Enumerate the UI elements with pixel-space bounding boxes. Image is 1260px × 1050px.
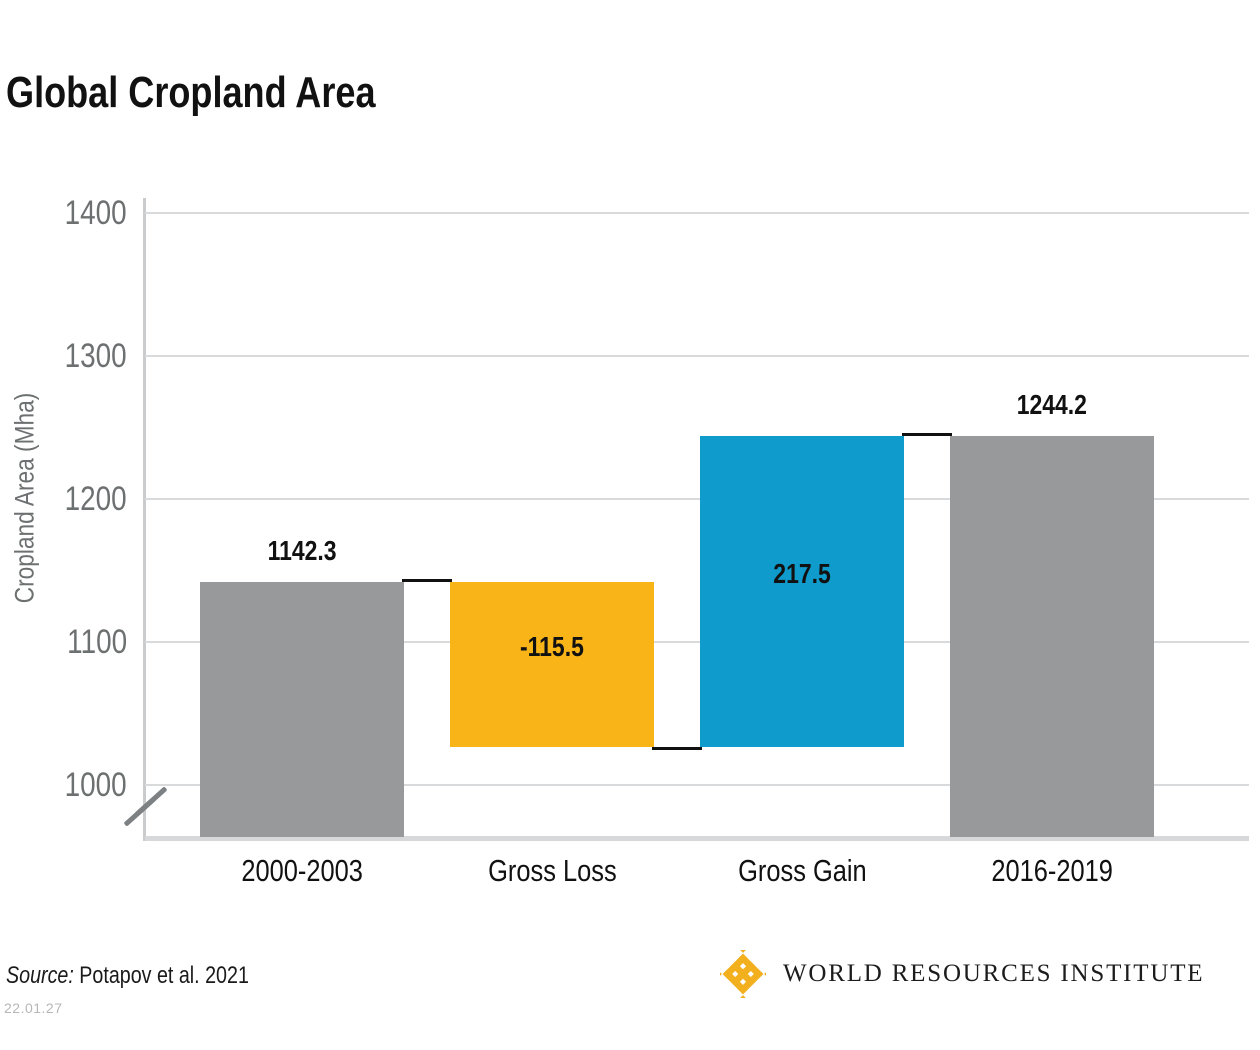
chart-title: Global Cropland Area xyxy=(6,68,457,118)
chart-title-text: Global Cropland Area xyxy=(6,68,376,117)
source-text: Potapov et al. 2021 xyxy=(79,962,249,989)
gridline-1100 xyxy=(145,641,1249,643)
source-line: Source: Potapov et al. 2021 xyxy=(6,962,302,990)
y-tick-label-1000: 1000 xyxy=(0,766,127,804)
value-label-2000-2003-text: 1142.3 xyxy=(267,534,337,566)
value-label-gross-gain-text: 217.5 xyxy=(773,558,831,590)
y-tick-label-1400: 1400 xyxy=(0,194,127,232)
y-tick-label-1100: 1100 xyxy=(0,623,127,661)
bar-2000-2003 xyxy=(200,581,404,837)
gridline-1200 xyxy=(145,498,1249,500)
y-tick-label-1000-text: 1000 xyxy=(64,766,127,804)
x-category-label-2016-2019-text: 2016-2019 xyxy=(991,853,1113,888)
y-tick-label-1400-text: 1400 xyxy=(64,194,127,232)
y-tick-label-1200-text: 1200 xyxy=(64,480,127,518)
source-prefix: Source: xyxy=(6,962,74,989)
x-category-label-gross-loss: Gross Loss xyxy=(429,852,675,890)
connector-3 xyxy=(902,432,952,436)
y-axis-line xyxy=(143,198,146,841)
y-tick-label-1300: 1300 xyxy=(0,337,127,375)
gridline-1000 xyxy=(145,784,1249,786)
value-label-2016-2019: 1244.2 xyxy=(930,388,1174,422)
value-label-2016-2019-text: 1244.2 xyxy=(1016,388,1088,420)
date-code: 22.01.27 xyxy=(4,1000,63,1016)
x-category-label-2016-2019: 2016-2019 xyxy=(929,852,1175,890)
gridline-1300 xyxy=(145,355,1249,357)
x-axis-baseline xyxy=(145,836,1249,841)
gridline-1400 xyxy=(145,212,1249,214)
value-label-gross-loss-text: -115.5 xyxy=(520,631,584,663)
x-category-label-2000-2003: 2000-2003 xyxy=(179,852,425,890)
connector-2 xyxy=(652,746,702,750)
x-category-label-gross-loss-text: Gross Loss xyxy=(487,853,617,888)
wri-logo-icon xyxy=(720,950,766,998)
value-label-gross-loss: -115.5 xyxy=(430,630,674,664)
axis-break-mark xyxy=(134,786,168,817)
value-label-2000-2003: 1142.3 xyxy=(180,534,424,568)
bar-gross-loss xyxy=(450,581,654,747)
connector-1 xyxy=(402,578,452,582)
x-category-label-2000-2003-text: 2000-2003 xyxy=(241,853,363,888)
wri-logo: WORLD RESOURCES INSTITUTE xyxy=(720,948,1204,1000)
value-label-gross-gain: 217.5 xyxy=(680,557,924,591)
x-category-label-gross-gain: Gross Gain xyxy=(679,852,925,890)
y-tick-label-1100-text: 1100 xyxy=(67,623,127,661)
bar-gross-gain xyxy=(700,435,904,747)
x-category-label-gross-gain-text: Gross Gain xyxy=(737,853,867,888)
bar-2016-2019 xyxy=(950,435,1154,837)
wri-logo-text: WORLD RESOURCES INSTITUTE xyxy=(783,960,1205,987)
y-tick-label-1200: 1200 xyxy=(0,480,127,518)
y-tick-label-1300-text: 1300 xyxy=(64,337,127,375)
